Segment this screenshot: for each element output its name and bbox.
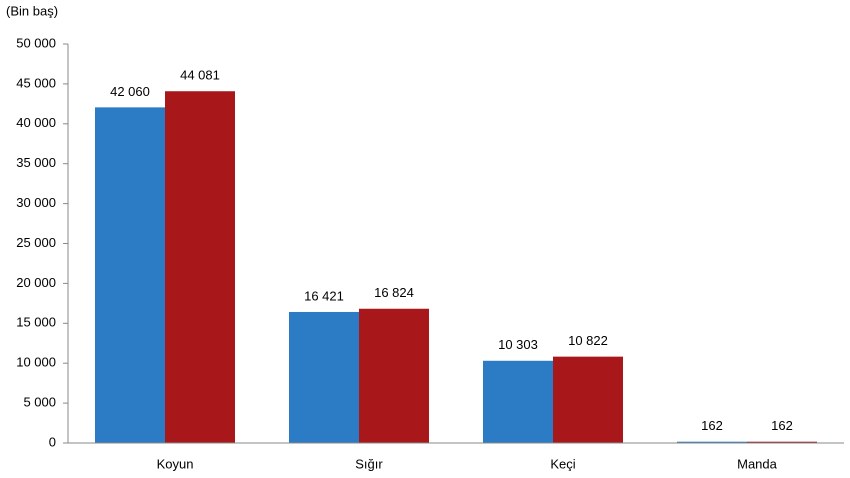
value-label: 16 421 <box>304 288 344 303</box>
bar <box>359 308 429 443</box>
value-label: 10 822 <box>568 333 608 348</box>
bar <box>165 91 235 444</box>
value-label: 44 081 <box>180 68 220 83</box>
y-tick-label: 40 000 <box>16 115 56 130</box>
value-label: 162 <box>771 418 793 433</box>
value-label: 162 <box>701 418 723 433</box>
x-tick-label: Manda <box>737 456 778 471</box>
y-tick-label: 35 000 <box>16 155 56 170</box>
value-label: 16 824 <box>374 285 414 300</box>
y-tick-label: 20 000 <box>16 275 56 290</box>
y-tick-label: 10 000 <box>16 355 56 370</box>
y-tick-label: 30 000 <box>16 195 56 210</box>
x-tick-label: Sığır <box>355 456 383 471</box>
bar <box>677 441 747 443</box>
x-tick-label: Keçi <box>550 456 575 471</box>
bar <box>747 441 817 443</box>
value-label: 42 060 <box>110 84 150 99</box>
y-tick-label: 50 000 <box>16 35 56 50</box>
bar <box>553 356 623 443</box>
x-tick-label: Koyun <box>157 456 194 471</box>
y-tick-label: 0 <box>49 434 56 449</box>
value-label: 10 303 <box>498 337 538 352</box>
y-tick-label: 15 000 <box>16 315 56 330</box>
bar <box>95 107 165 443</box>
y-tick-label: 25 000 <box>16 235 56 250</box>
y-tick-label: 45 000 <box>16 75 56 90</box>
bar <box>289 311 359 443</box>
bar <box>483 360 553 443</box>
y-tick-label: 5 000 <box>23 395 56 410</box>
y-axis-label: (Bin baş) <box>6 3 58 18</box>
